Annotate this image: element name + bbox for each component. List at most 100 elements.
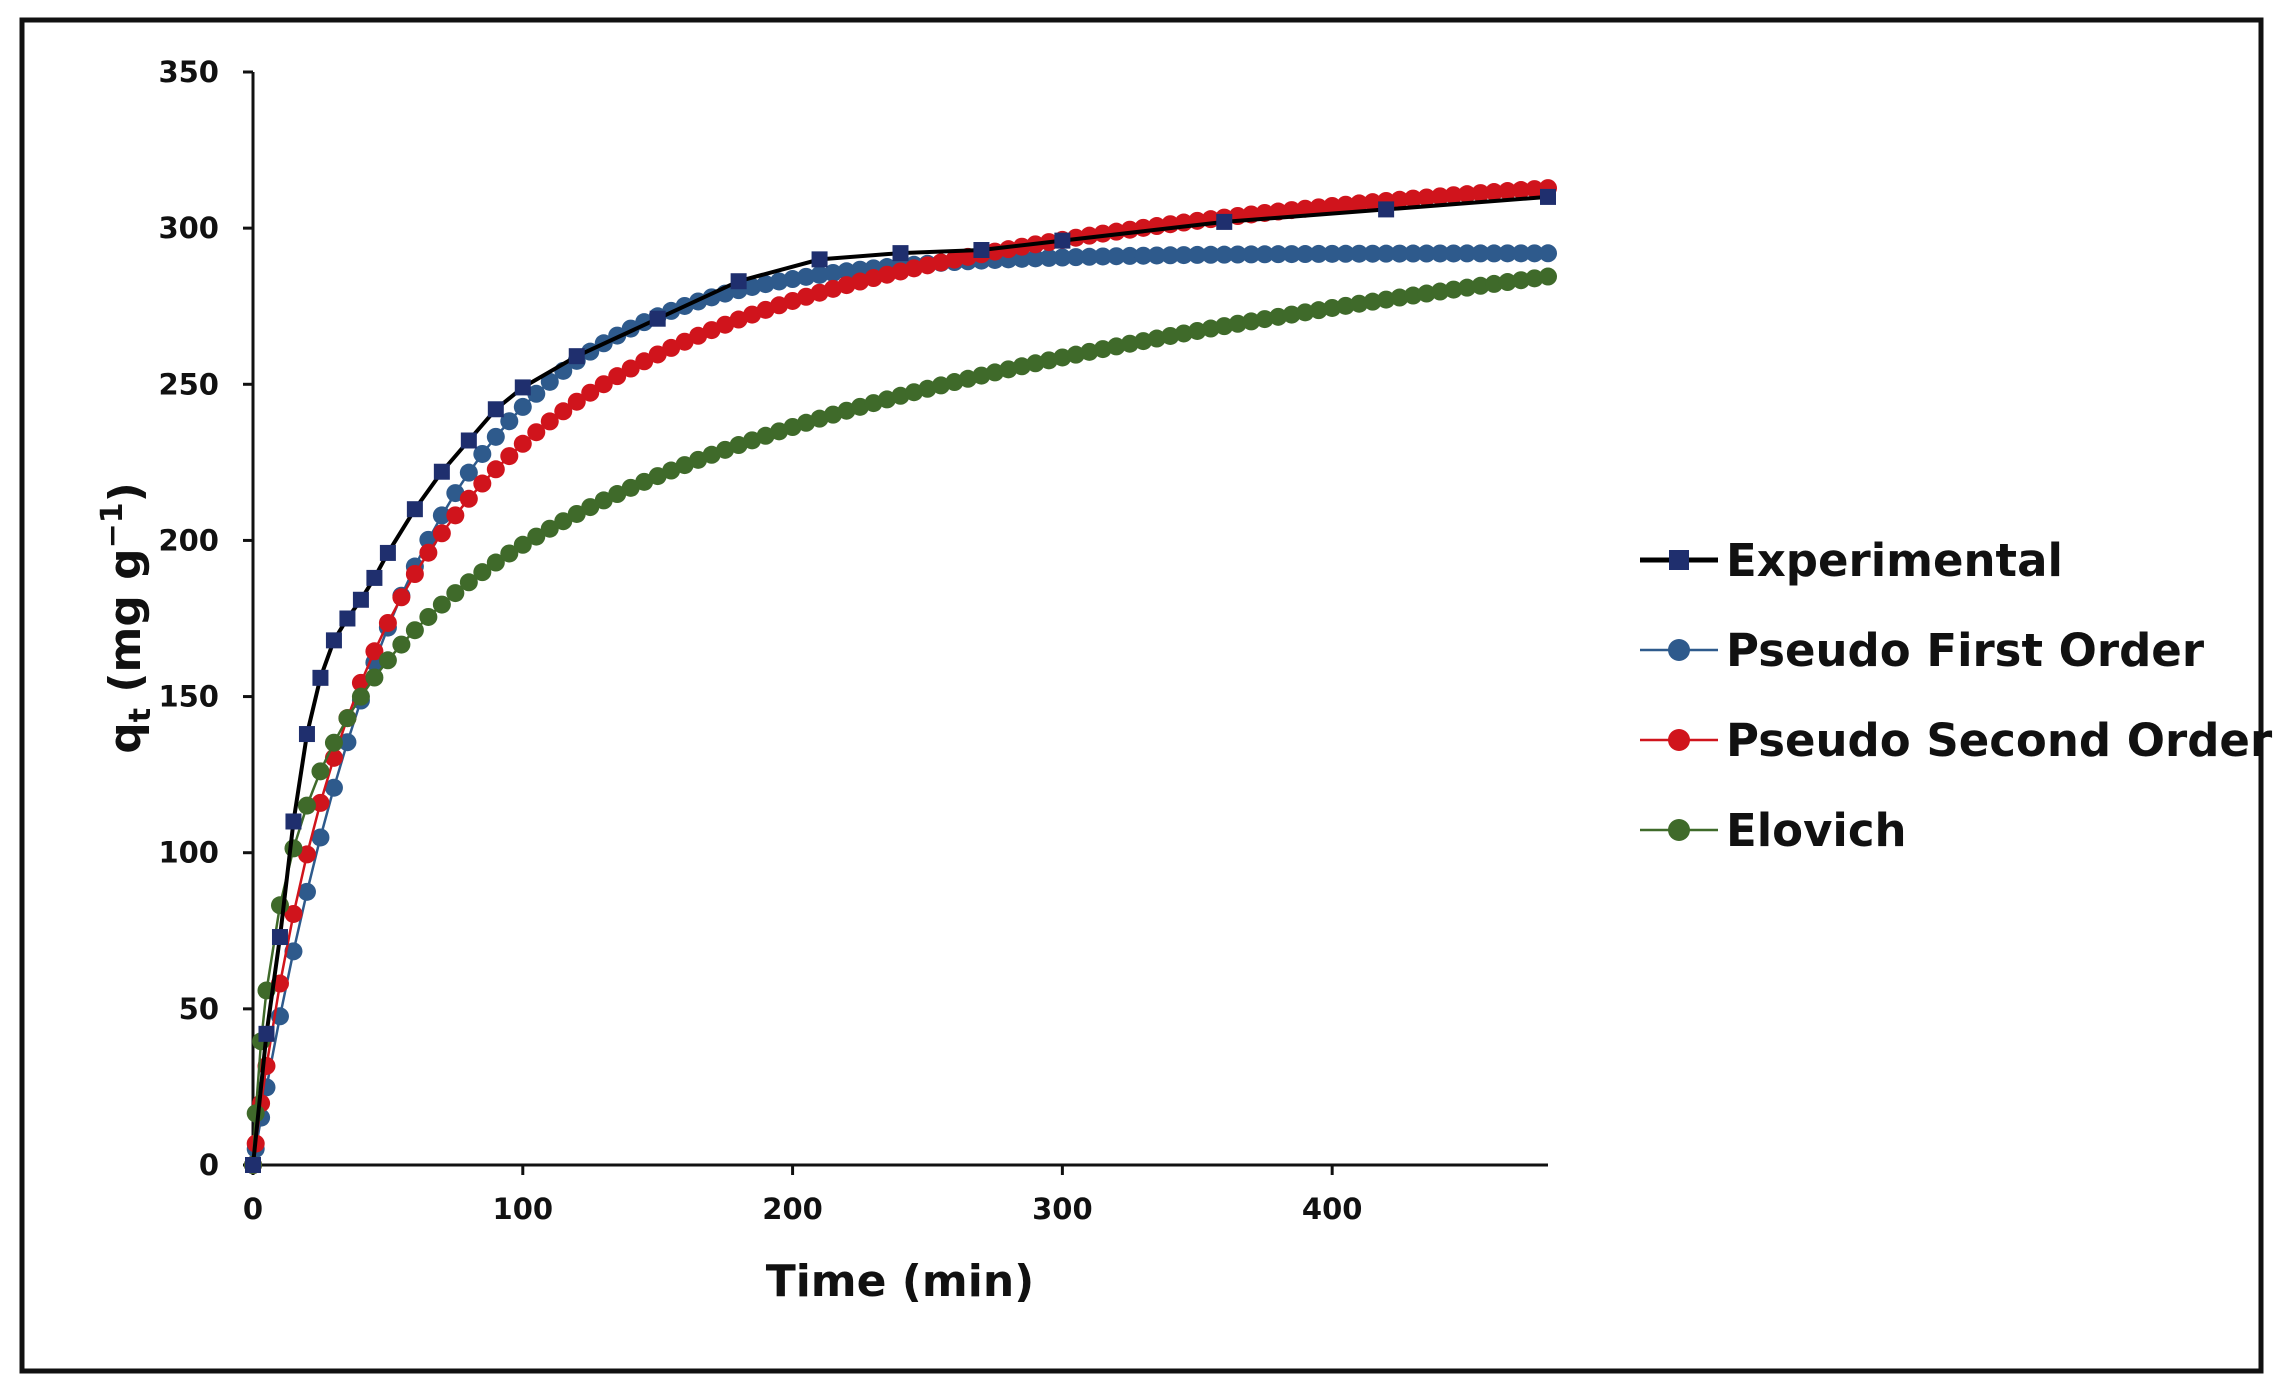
legend-label: Experimental <box>1726 534 2063 587</box>
x-axis-title: Time (min) <box>766 1256 1035 1307</box>
data-point <box>284 904 303 923</box>
data-point <box>527 384 546 403</box>
legend-marker <box>1668 729 1690 751</box>
data-point <box>473 563 492 582</box>
data-point <box>958 369 977 388</box>
data-point <box>1431 244 1450 263</box>
data-point <box>366 569 383 586</box>
data-point <box>649 310 666 327</box>
data-point <box>1093 247 1112 266</box>
data-point <box>392 588 411 607</box>
data-point <box>446 506 465 525</box>
legend-marker <box>1668 819 1690 841</box>
data-point <box>675 332 694 351</box>
data-point <box>1296 199 1315 218</box>
data-point <box>271 929 288 946</box>
data-point <box>432 595 451 614</box>
data-point <box>1431 187 1450 206</box>
data-point <box>1012 357 1031 376</box>
data-point <box>419 607 438 626</box>
data-point <box>945 250 964 269</box>
data-point <box>459 463 478 482</box>
data-point <box>1363 193 1382 212</box>
data-point <box>1309 244 1328 263</box>
data-point <box>1120 246 1139 265</box>
data-point <box>1188 321 1207 340</box>
data-point <box>1390 288 1409 307</box>
data-point <box>1053 248 1072 267</box>
data-point <box>338 733 357 752</box>
legend-item: Pseudo Second Order <box>1640 714 2273 767</box>
data-point <box>1215 245 1234 264</box>
data-point <box>864 269 883 288</box>
data-point <box>621 478 640 497</box>
data-point <box>878 265 897 284</box>
data-point <box>1458 278 1477 297</box>
data-point <box>918 379 937 398</box>
data-point <box>312 669 329 686</box>
data-point <box>851 272 870 291</box>
data-point <box>1539 267 1557 286</box>
data-point <box>1323 197 1342 216</box>
data-point <box>1201 319 1220 338</box>
data-point <box>378 613 397 632</box>
data-point <box>810 409 829 428</box>
data-point <box>513 434 532 453</box>
data-point <box>419 543 438 562</box>
data-point <box>446 484 465 503</box>
data-point <box>1458 244 1477 263</box>
data-point <box>351 673 370 692</box>
data-point <box>689 450 708 469</box>
data-point <box>675 456 694 475</box>
outer-frame <box>19 17 2264 1374</box>
data-point <box>1512 244 1531 263</box>
data-point <box>311 793 330 812</box>
data-point <box>338 709 357 728</box>
data-point <box>972 366 991 385</box>
data-point <box>1525 180 1544 199</box>
data-point <box>1269 307 1288 326</box>
data-point <box>1309 301 1328 320</box>
data-point <box>298 726 315 743</box>
data-point <box>245 1157 261 1173</box>
data-point <box>1498 182 1517 201</box>
data-point <box>527 527 546 546</box>
data-point <box>324 778 343 797</box>
data-point <box>1026 354 1045 373</box>
data-point <box>851 397 870 416</box>
data-point <box>554 512 573 531</box>
data-point <box>1350 294 1369 313</box>
data-point <box>1026 249 1045 268</box>
data-point <box>1134 246 1153 265</box>
data-point <box>635 472 654 491</box>
data-point <box>1039 248 1058 267</box>
data-point <box>743 277 762 296</box>
data-point <box>1363 244 1382 263</box>
data-point <box>581 383 600 402</box>
series-elovich <box>244 267 1557 1174</box>
legend-label: Pseudo Second Order <box>1726 714 2273 767</box>
data-point <box>1215 317 1234 336</box>
data-point <box>1269 245 1288 264</box>
legend-item: Experimental <box>1640 534 2063 587</box>
data-point <box>837 276 856 295</box>
data-point <box>945 373 964 392</box>
data-point <box>810 265 829 284</box>
y-tick-label: 200 <box>158 523 219 557</box>
data-point <box>797 287 816 306</box>
data-point <box>1255 245 1274 264</box>
data-point <box>351 687 370 706</box>
data-point <box>931 376 950 395</box>
data-point <box>904 383 923 402</box>
x-tick-label: 200 <box>762 1192 823 1226</box>
x-tick-label: 300 <box>1032 1192 1093 1226</box>
data-point <box>285 813 302 830</box>
data-point <box>297 845 316 864</box>
data-point <box>514 379 531 396</box>
data-point <box>1120 334 1139 353</box>
data-point <box>527 423 546 442</box>
data-point <box>1147 246 1166 265</box>
data-point <box>1377 290 1396 309</box>
data-point <box>432 506 451 525</box>
data-point <box>1498 273 1517 292</box>
